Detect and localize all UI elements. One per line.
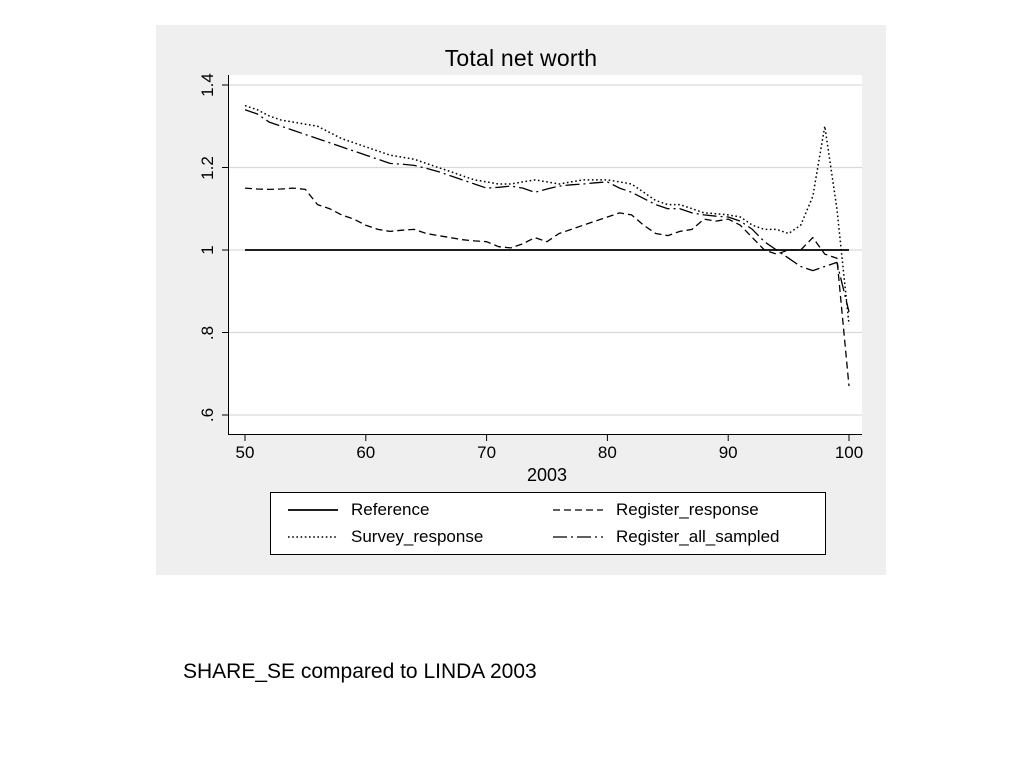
y-tick-label: .8: [198, 325, 217, 340]
y-tick-label: 1.4: [198, 73, 217, 97]
legend-item-register-response: Register_response: [552, 500, 817, 520]
legend-item-survey-response: Survey_response: [287, 527, 552, 547]
caption: SHARE_SE compared to LINDA 2003: [183, 660, 537, 683]
legend: Reference Register_response Survey_respo…: [270, 492, 826, 555]
x-tick-label: 100: [834, 443, 864, 462]
dotted-line-icon: [288, 536, 338, 538]
legend-label: Survey_response: [351, 526, 484, 546]
y-tick-label: 1: [198, 245, 217, 255]
series-line-register_response: [244, 187, 850, 387]
series-line-register_all_sampled: [244, 109, 850, 313]
x-tick-label: 60: [356, 443, 376, 462]
x-tick-label: 90: [718, 443, 738, 462]
legend-label: Reference: [351, 500, 430, 520]
solid-line-icon: [288, 509, 338, 512]
dashed-line-icon: [553, 509, 603, 511]
series-line-survey_response: [244, 104, 850, 325]
x-tick-label: 70: [477, 443, 497, 462]
x-tick-label: 80: [597, 443, 617, 462]
legend-label: Register_response: [616, 500, 759, 520]
legend-label: Register_all_sampled: [616, 526, 780, 546]
y-tick-label: 1.2: [198, 155, 217, 180]
x-tick-label: 50: [235, 443, 255, 462]
x-axis-title: 2003: [526, 465, 568, 485]
legend-item-register-all-sampled: Register_all_sampled: [552, 527, 817, 547]
chart-title: Total net worth: [444, 45, 598, 71]
plot-area: [222, 75, 862, 441]
legend-item-reference: Reference: [287, 500, 552, 520]
net-worth-chart: Total net worth 2003 Reference Register_…: [156, 25, 886, 575]
dash-dot-line-icon: [553, 536, 603, 538]
y-tick-label: .6: [198, 407, 217, 423]
